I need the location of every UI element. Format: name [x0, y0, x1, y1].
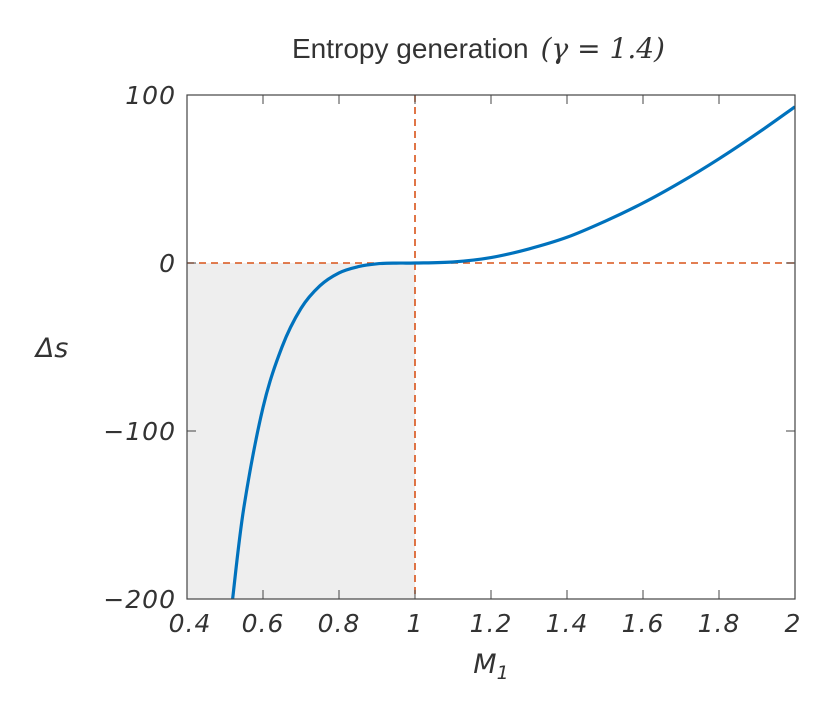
x-tick-label-5: 1.4 — [546, 609, 589, 638]
y-tick-label-0: −200 — [103, 585, 176, 614]
y-axis-label: Δs — [34, 333, 69, 364]
x-tick-labels: 0.4 0.6 0.8 1 1.2 1.4 1.6 1.8 2 — [169, 609, 802, 638]
x-tick-label-6: 1.6 — [622, 609, 665, 638]
series-line-0 — [231, 105, 795, 599]
x-tick-label-4: 1.2 — [470, 609, 513, 638]
x-axis-label: M1 — [473, 649, 508, 684]
y-tick-label-3: 100 — [125, 81, 176, 110]
x-tick-label-7: 1.8 — [698, 609, 741, 638]
y-tick-label-2: 0 — [159, 249, 176, 278]
x-tick-label-3: 1 — [407, 609, 424, 638]
chart-title: Entropy generation (γ = 1.4) — [292, 32, 665, 65]
chart-title-math: (γ = 1.4) — [541, 32, 665, 65]
x-tick-label-8: 2 — [785, 609, 802, 638]
y-tick-label-1: −100 — [103, 417, 176, 446]
y-tick-labels: −200 −100 0 100 — [103, 81, 176, 614]
x-tick-label-2: 0.8 — [318, 609, 361, 638]
plot-area — [186, 94, 796, 600]
x-axis-label-subscript: 1 — [497, 662, 509, 684]
x-tick-label-1: 0.6 — [242, 609, 285, 638]
x-axis-label-main: M — [473, 649, 496, 680]
x-tick-label-0: 0.4 — [169, 609, 212, 638]
chart-title-main: Entropy generation — [292, 33, 529, 64]
chart-title-text: Entropy generation (γ = 1.4) — [292, 32, 665, 65]
shaded-region — [187, 263, 415, 599]
